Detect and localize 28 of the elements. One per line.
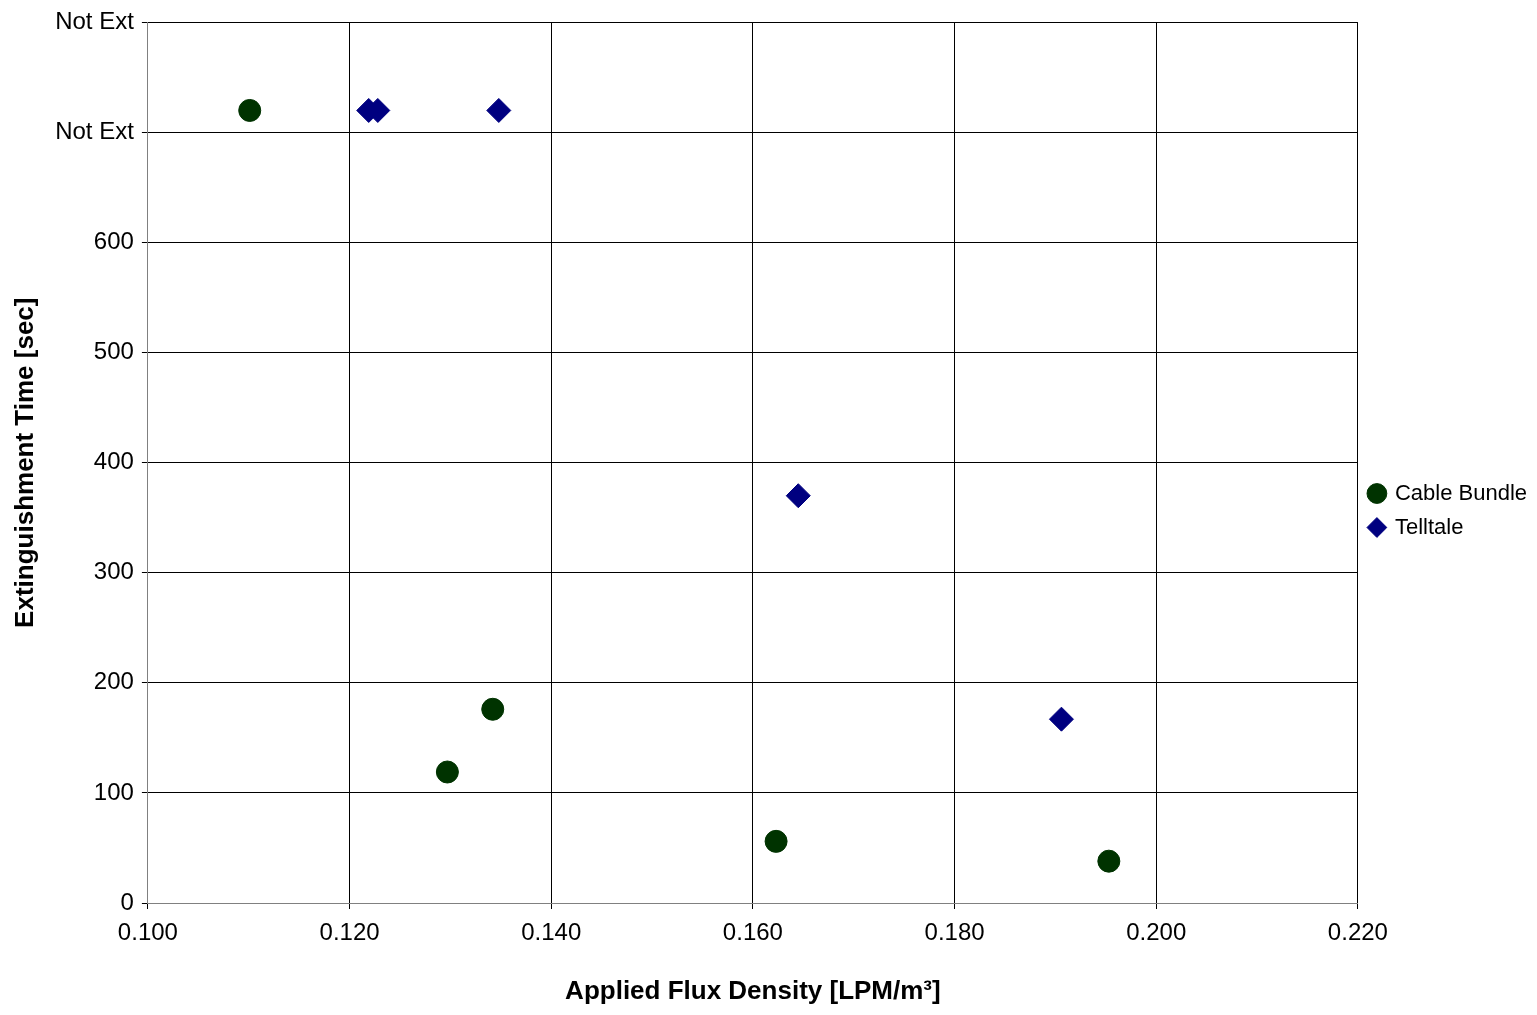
point [481, 697, 505, 721]
x-tick-label: 0.180 [924, 918, 985, 946]
x-tick-label: 0.100 [117, 918, 178, 946]
y-tick-label: Not Ext [55, 7, 135, 35]
x-axis-title: Applied Flux Density [LPM/m³] [565, 974, 941, 1005]
point [1097, 849, 1121, 873]
x-tick-label: 0.120 [319, 918, 380, 946]
y-tick-label: 600 [93, 227, 134, 255]
x-tick-label: 0.200 [1126, 918, 1187, 946]
y-tick-label: 100 [93, 777, 134, 805]
point [238, 98, 262, 122]
x-tick-label: 0.140 [521, 918, 582, 946]
point [785, 483, 811, 509]
y-tick-label: 400 [93, 447, 134, 475]
y-tick-label: 0 [120, 887, 134, 915]
point [1048, 706, 1074, 732]
point [486, 97, 512, 123]
x-tick-label: 0.160 [722, 918, 783, 946]
y-tick-label: Not Ext [55, 117, 135, 145]
point [764, 829, 788, 853]
legend-label: Telltale [1394, 513, 1464, 539]
legend-label: Cable Bundle [1394, 479, 1528, 505]
y-axis-title: Extinguishment Time [sec] [8, 297, 39, 628]
y-tick-label: 300 [93, 557, 134, 585]
x-tick-label: 0.220 [1327, 918, 1388, 946]
y-tick-label: 500 [93, 337, 134, 365]
y-tick-label: 200 [93, 667, 134, 695]
point [435, 760, 459, 784]
